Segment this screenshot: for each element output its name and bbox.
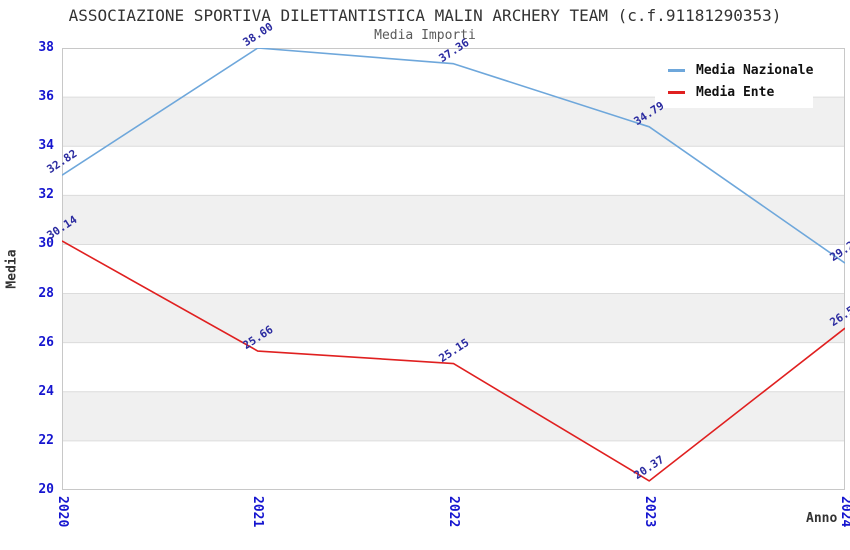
y-tick-label: 34 — [38, 138, 54, 154]
legend-item: Media Ente — [655, 81, 813, 103]
chart-subtitle: Media Importi — [374, 28, 476, 43]
x-tick-label: 2023 — [641, 496, 657, 528]
legend-item: Media Nazionale — [655, 59, 813, 81]
y-tick-label: 36 — [38, 89, 54, 105]
x-tick-label: 2021 — [250, 496, 266, 528]
plot-border — [62, 48, 845, 490]
series-line-media-nazionale — [62, 48, 845, 264]
x-tick-label: 2024 — [837, 496, 850, 528]
x-axis-label: Anno — [806, 511, 838, 526]
y-axis-label: Media — [4, 249, 20, 289]
y-tick-label: 20 — [38, 482, 54, 497]
grid-band — [62, 391, 845, 441]
x-tick-label: 2022 — [446, 496, 461, 528]
grid-band — [62, 293, 845, 343]
legend-color-sample — [668, 90, 685, 94]
y-tick-label: 26 — [38, 334, 54, 350]
y-tick-label: 32 — [38, 187, 54, 203]
chart-title: ASSOCIAZIONE SPORTIVA DILETTANTISTICA MA… — [68, 6, 782, 25]
legend-label: Media Ente — [696, 84, 775, 100]
y-tick-label: 28 — [38, 285, 54, 301]
plot-area — [62, 48, 845, 490]
y-tick-label: 24 — [38, 383, 54, 399]
y-tick-label: 22 — [38, 432, 54, 448]
legend-label: Media Nazionale — [696, 62, 814, 78]
series-line-media-ente — [62, 240, 845, 482]
y-tick-label: 38 — [38, 40, 54, 55]
x-tick-label: 2020 — [54, 496, 70, 528]
grid-band — [62, 195, 845, 245]
legend-color-sample — [668, 68, 685, 72]
legend: Media Nazionale Media Ente — [655, 56, 813, 108]
y-tick-label: 30 — [38, 236, 54, 252]
